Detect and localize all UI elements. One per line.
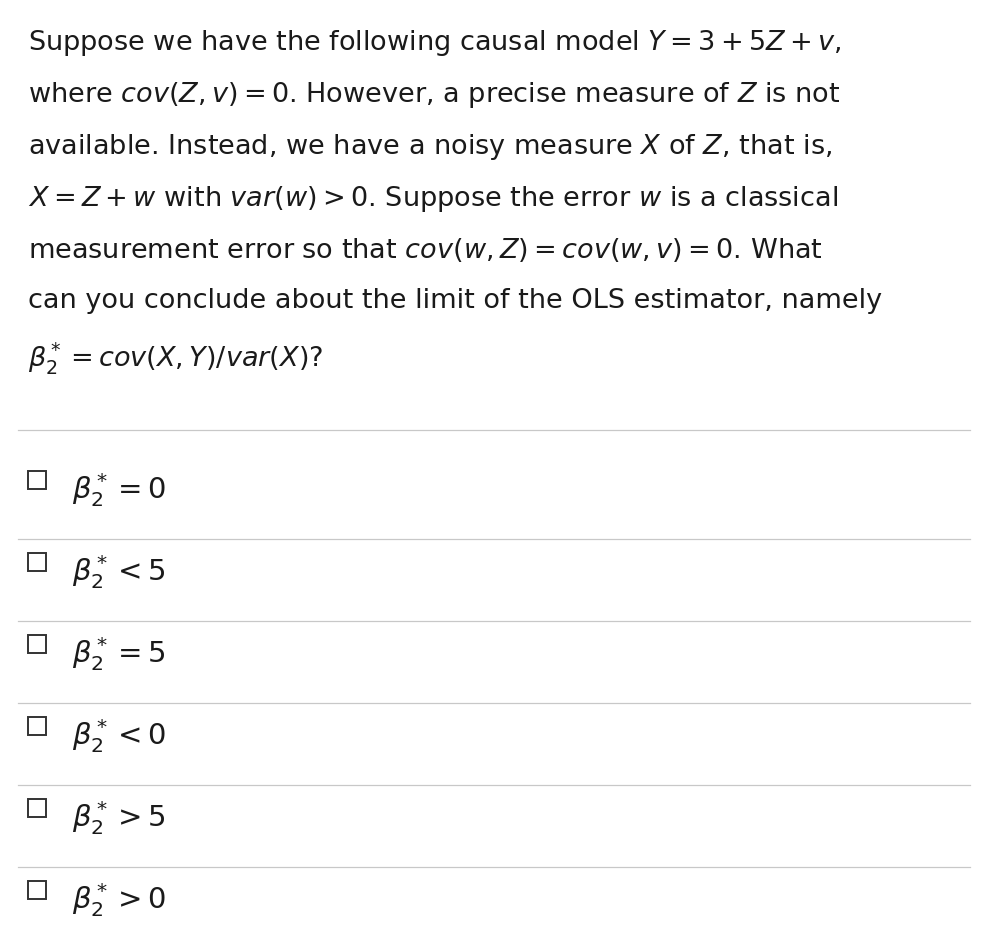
Text: $\beta_2^* > 0$: $\beta_2^* > 0$ [72,881,166,919]
Text: $\beta_2^* = 0$: $\beta_2^* = 0$ [72,471,166,509]
Text: $\beta_2^* < 5$: $\beta_2^* < 5$ [72,553,165,591]
Text: $\beta_2^* > 5$: $\beta_2^* > 5$ [72,799,165,837]
Bar [28,471,46,489]
Bar [28,635,46,653]
Bar [28,717,46,735]
Text: $\beta_2^* < 0$: $\beta_2^* < 0$ [72,717,166,755]
Text: where $\mathit{cov}(Z, v) = 0$. However, a precise measure of $Z$ is not: where $\mathit{cov}(Z, v) = 0$. However,… [28,80,841,110]
Text: $\beta_2^* = \mathit{cov}(X, Y)/\mathit{var}(X)$?: $\beta_2^* = \mathit{cov}(X, Y)/\mathit{… [28,340,323,376]
Bar [28,799,46,817]
Text: can you conclude about the limit of the OLS estimator, namely: can you conclude about the limit of the … [28,288,882,314]
Text: $X = Z + w$ with $\mathit{var}(w) > 0$. Suppose the error $w$ is a classical: $X = Z + w$ with $\mathit{var}(w) > 0$. … [28,184,838,214]
Text: available. Instead, we have a noisy measure $X$ of $Z$, that is,: available. Instead, we have a noisy meas… [28,132,832,162]
Text: measurement error so that $\mathit{cov}(w, Z) = \mathit{cov}(w, v) = 0$. What: measurement error so that $\mathit{cov}(… [28,236,823,264]
Text: $\beta_2^* = 5$: $\beta_2^* = 5$ [72,635,165,673]
Text: Suppose we have the following causal model $Y = 3 + 5Z + v$,: Suppose we have the following causal mod… [28,28,842,58]
Bar [28,881,46,899]
Bar [28,553,46,571]
